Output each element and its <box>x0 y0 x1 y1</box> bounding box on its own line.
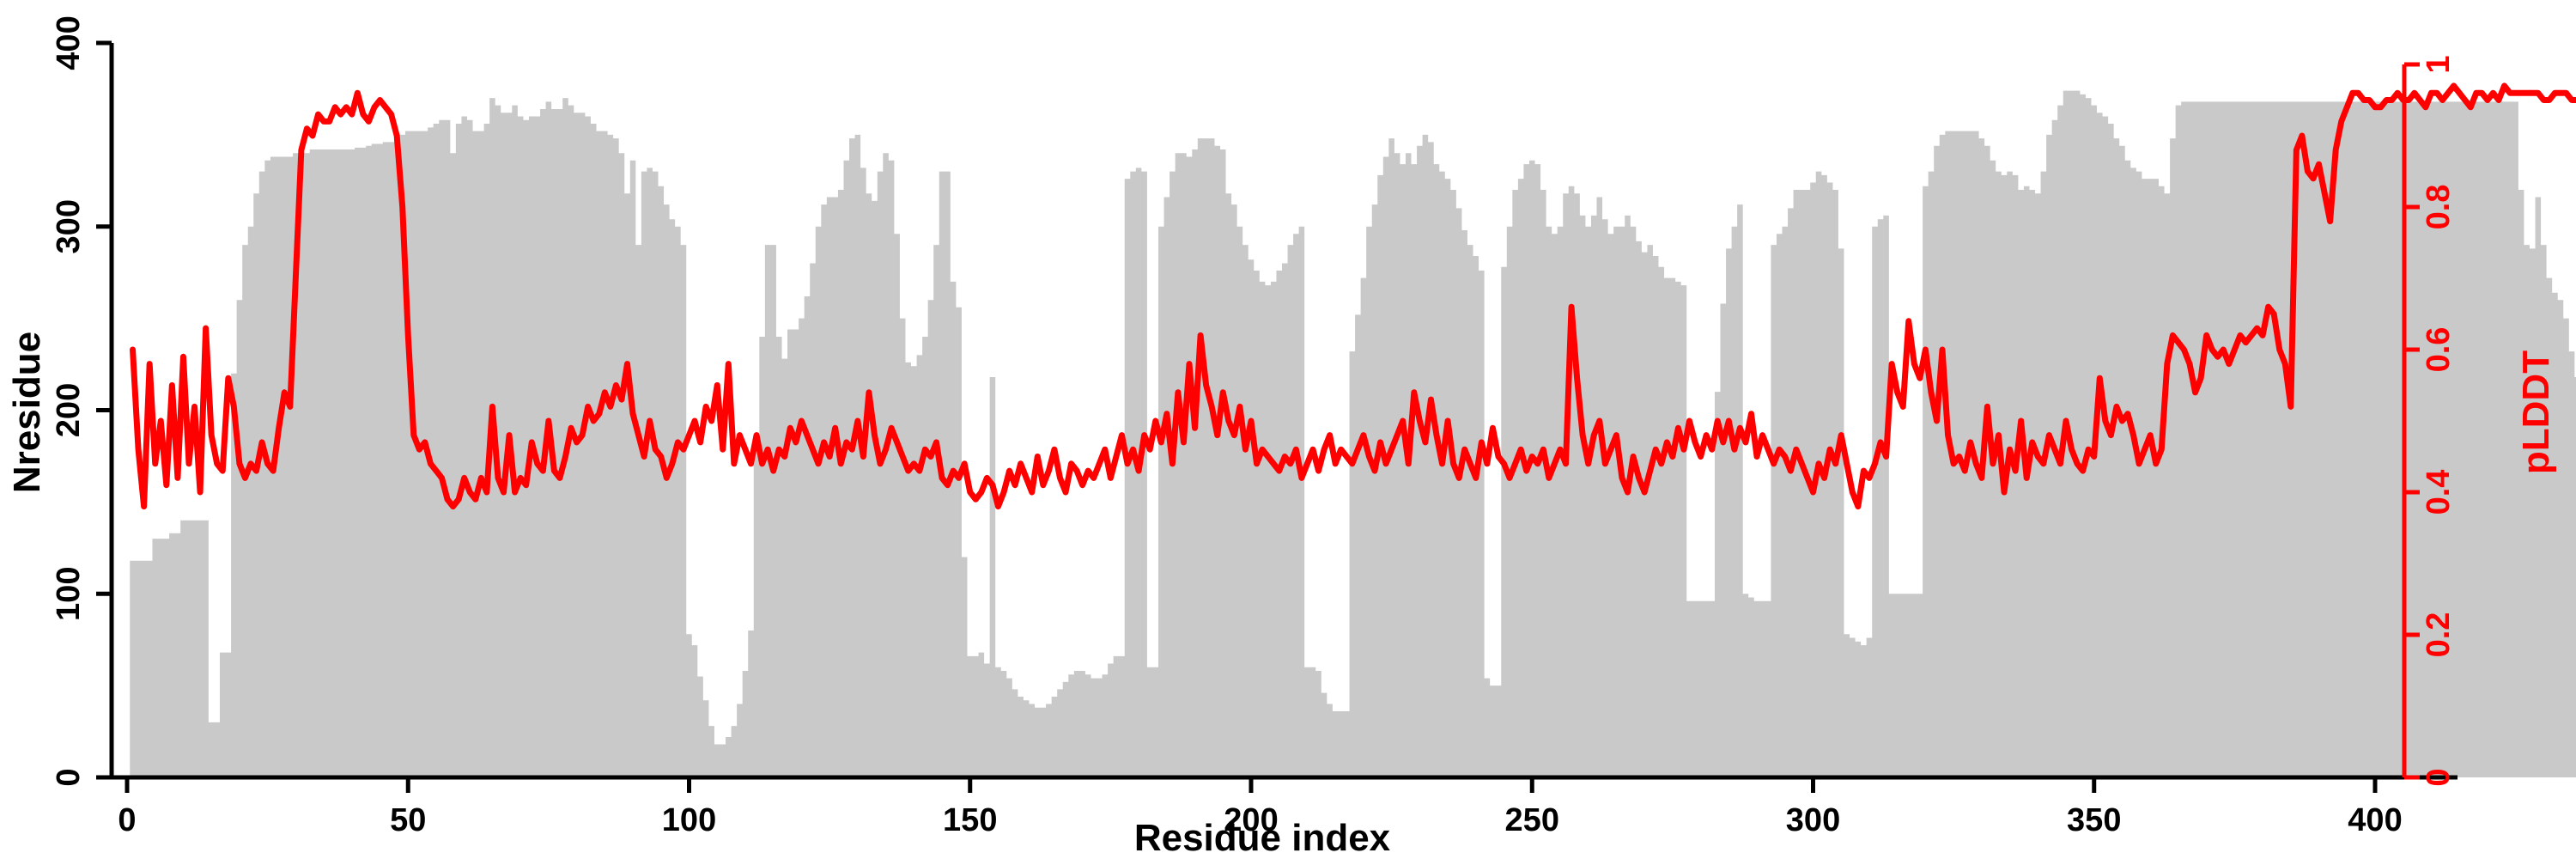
bottom-tick-label-250: 250 <box>1505 802 1559 838</box>
right-tick-label-0.2: 0.2 <box>2421 612 2457 658</box>
bottom-tick-label-100: 100 <box>662 802 716 838</box>
y-axis-title: Nresidue <box>6 332 48 493</box>
bottom-tick-label-150: 150 <box>943 802 997 838</box>
bottom-axis: 0 50 100 150 200 250 300 350 400 <box>112 775 2458 838</box>
nresidue-bar-series <box>130 90 2576 777</box>
bottom-tick-label-400: 400 <box>2348 802 2402 838</box>
right-tick-label-0.4: 0.4 <box>2421 470 2457 515</box>
left-tick-label-100: 100 <box>51 567 87 621</box>
bottom-tick-label-200: 200 <box>1224 802 1278 838</box>
left-tick-label-400: 400 <box>51 15 87 70</box>
right-axis: 0 0.2 0.4 0.6 0.8 1 <box>2402 55 2457 787</box>
right-tick-label-0.6: 0.6 <box>2421 327 2457 373</box>
left-tick-label-200: 200 <box>51 383 87 437</box>
bottom-tick-label-0: 0 <box>118 802 136 838</box>
right-tick-label-0: 0 <box>2421 768 2457 786</box>
left-tick-label-300: 300 <box>51 199 87 253</box>
bottom-tick-label-50: 50 <box>390 802 426 838</box>
right-tick-label-0.8: 0.8 <box>2421 185 2457 230</box>
x-axis-title: Residue index <box>1134 817 1391 859</box>
bottom-tick-label-350: 350 <box>2067 802 2121 838</box>
right-tick-label-1: 1 <box>2421 55 2457 73</box>
plddt-line-series <box>130 82 2576 510</box>
nresidue-bars <box>130 90 2576 777</box>
y2-axis-title: pLDDT <box>2515 350 2557 474</box>
left-axis: 0 100 200 300 400 <box>51 15 114 787</box>
bottom-tick-label-300: 300 <box>1786 802 1840 838</box>
left-tick-label-0: 0 <box>51 768 87 786</box>
